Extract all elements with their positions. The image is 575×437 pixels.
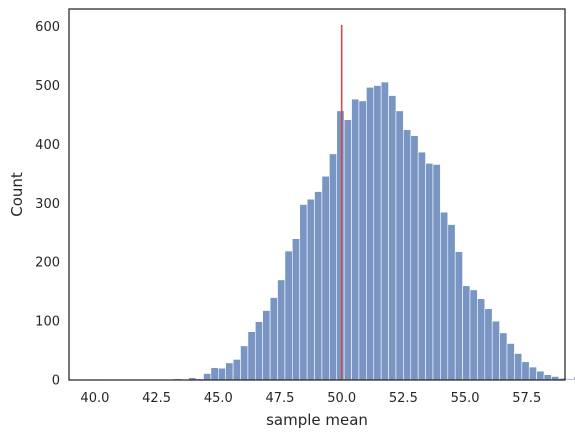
- histogram-bar: [380, 81, 389, 381]
- x-tick-label: 42.5: [142, 391, 171, 406]
- x-axis-label: sample mean: [266, 411, 368, 429]
- histogram-bar: [425, 162, 434, 381]
- y-tick-label: 500: [35, 79, 60, 94]
- histogram-bar: [358, 100, 367, 381]
- histogram-bar: [277, 279, 286, 381]
- x-tick-label: 47.5: [266, 391, 295, 406]
- histogram-bar: [225, 362, 234, 381]
- bars-layer: [92, 81, 575, 381]
- histogram-bar: [491, 320, 500, 381]
- histogram-bar: [403, 129, 412, 381]
- histogram-bar: [536, 370, 545, 381]
- histogram-bar: [573, 376, 575, 381]
- histogram-bar: [217, 367, 226, 381]
- y-tick-label: 0: [52, 374, 60, 389]
- histogram-bar: [432, 164, 441, 381]
- histogram-bar: [203, 373, 212, 381]
- histogram-bar: [521, 361, 530, 381]
- histogram-bar: [269, 297, 278, 381]
- y-axis-label: Count: [8, 172, 26, 217]
- histogram-bar: [440, 211, 449, 381]
- plot-frame: [68, 8, 566, 381]
- x-ticks-layer: 40.0 42.5 45.0 47.5 50.0 52.5 55.0 57.5: [80, 391, 541, 406]
- histogram-bar: [469, 289, 478, 381]
- x-tick-label: 45.0: [204, 391, 233, 406]
- y-tick-label: 200: [35, 256, 60, 271]
- histogram-bar: [336, 110, 345, 381]
- histogram-bar: [388, 95, 397, 381]
- histogram-bar: [321, 175, 330, 381]
- histogram-bar: [314, 191, 323, 381]
- x-tick-label: 55.0: [451, 391, 480, 406]
- histogram-bar: [292, 238, 301, 381]
- histogram-bar: [417, 151, 426, 381]
- y-tick-label: 400: [35, 138, 60, 153]
- histogram-bar: [462, 285, 471, 381]
- y-tick-label: 600: [35, 20, 60, 35]
- histogram-bar: [514, 353, 523, 381]
- x-tick-label: 40.0: [80, 391, 109, 406]
- histogram-bar: [232, 359, 241, 381]
- histogram-bar: [499, 332, 508, 381]
- histogram-bar: [410, 135, 419, 381]
- histogram-bar: [454, 251, 463, 381]
- histogram-bar: [247, 331, 256, 381]
- y-tick-label: 300: [35, 197, 60, 212]
- histogram-bar: [351, 98, 360, 381]
- histogram-bar: [477, 298, 486, 381]
- histogram-bar: [565, 378, 574, 381]
- histogram-bar: [284, 250, 293, 381]
- y-ticks-layer: 0 100 200 300 400 500 600: [35, 20, 60, 388]
- histogram-bar: [262, 310, 271, 381]
- histogram-bar: [506, 343, 515, 381]
- histogram-bar: [366, 87, 375, 381]
- histogram-bar: [255, 321, 264, 381]
- histogram-bar: [373, 85, 382, 381]
- histogram-bar: [329, 153, 338, 381]
- histogram-bar: [343, 119, 352, 381]
- histogram-bar: [484, 308, 493, 381]
- histogram-bar: [395, 110, 404, 381]
- x-tick-label: 57.5: [512, 391, 541, 406]
- histogram-bar: [299, 204, 308, 381]
- x-tick-label: 50.0: [327, 391, 356, 406]
- histogram-bar: [528, 366, 537, 381]
- y-tick-label: 100: [35, 315, 60, 330]
- histogram-bar: [447, 224, 456, 381]
- histogram-bar: [306, 198, 315, 381]
- x-tick-label: 52.5: [389, 391, 418, 406]
- histogram-bar: [240, 345, 249, 381]
- histogram-bar: [210, 367, 219, 381]
- histogram-bar: [543, 374, 552, 381]
